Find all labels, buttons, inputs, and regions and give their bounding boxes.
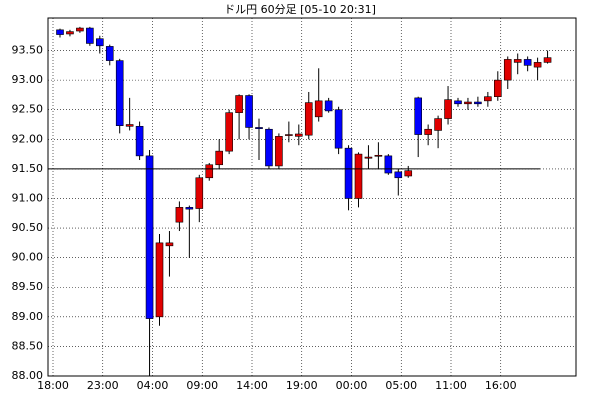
candle-body	[444, 99, 452, 119]
candle-body	[503, 59, 512, 81]
y-tick-label: 89.50	[12, 280, 44, 293]
candle-body	[384, 155, 393, 174]
candle-body	[394, 171, 403, 179]
candle-body	[175, 207, 184, 223]
y-tick-label: 88.50	[12, 339, 44, 352]
candle-body	[155, 242, 164, 318]
y-tick-label: 89.00	[12, 310, 44, 323]
candle-body	[354, 153, 363, 199]
candle-body	[105, 46, 114, 61]
candle-body	[265, 128, 273, 167]
x-tick-label: 00:00	[336, 379, 368, 392]
candle-body	[493, 79, 502, 98]
candle-body	[513, 59, 522, 63]
y-tick-label: 90.50	[12, 221, 44, 234]
candle-body	[185, 207, 194, 210]
y-tick-label: 92.00	[12, 132, 44, 145]
candle-body	[86, 27, 94, 44]
candle-body	[215, 150, 223, 166]
y-tick-label: 93.50	[12, 44, 44, 57]
x-tick-label: 23:00	[87, 379, 119, 392]
candle-body	[374, 154, 383, 157]
candle-body	[324, 100, 333, 112]
y-tick-label: 92.50	[12, 103, 44, 116]
candle-body	[145, 155, 154, 319]
x-tick-label: 11:00	[435, 379, 467, 392]
candle-body	[344, 147, 353, 199]
x-tick-label: 18:00	[37, 379, 69, 392]
candle-body	[275, 136, 283, 167]
chart-title: ドル円 60分足 [05-10 20:31]	[224, 3, 376, 16]
candle-body	[195, 177, 204, 209]
candle-body	[304, 102, 313, 136]
candle-body	[205, 164, 214, 179]
candle-body	[484, 96, 492, 102]
candle-body	[294, 133, 303, 137]
candle-body	[424, 128, 432, 135]
candle-body	[454, 100, 462, 105]
candle-body	[245, 95, 253, 128]
candle-body	[523, 59, 532, 66]
candle-body	[255, 127, 263, 129]
x-tick-label: 04:00	[137, 379, 169, 392]
candle-body	[464, 101, 472, 105]
x-tick-label: 19:00	[286, 379, 318, 392]
candle-body	[314, 100, 323, 118]
candle-body	[125, 124, 134, 127]
candle-body	[434, 118, 442, 131]
candle-body	[135, 125, 144, 157]
candle-body	[115, 60, 124, 126]
candle-body	[96, 38, 104, 47]
candle-body	[414, 97, 423, 135]
candle-body	[235, 95, 243, 113]
candle-body	[533, 62, 542, 68]
candle-body	[474, 101, 482, 105]
x-tick-label: 05:00	[385, 379, 417, 392]
y-tick-label: 91.50	[12, 162, 44, 175]
y-tick-label: 91.00	[12, 191, 44, 204]
candle-body	[543, 57, 552, 63]
candle-body	[56, 29, 64, 35]
x-tick-label: 09:00	[186, 379, 218, 392]
candle-body	[165, 242, 174, 247]
plot-frame	[47, 17, 577, 377]
x-tick-label: 16:00	[485, 379, 517, 392]
candle-body	[66, 31, 74, 35]
y-tick-label: 88.00	[12, 369, 44, 382]
y-tick-label: 93.00	[12, 73, 44, 86]
y-tick-label: 90.00	[12, 251, 44, 264]
x-tick-label: 14:00	[236, 379, 268, 392]
candle-body	[364, 156, 373, 159]
candle-body	[404, 170, 413, 177]
candle-body	[285, 134, 293, 136]
candle-body	[334, 109, 343, 149]
candle-body	[225, 112, 233, 152]
candle-body	[76, 27, 84, 32]
